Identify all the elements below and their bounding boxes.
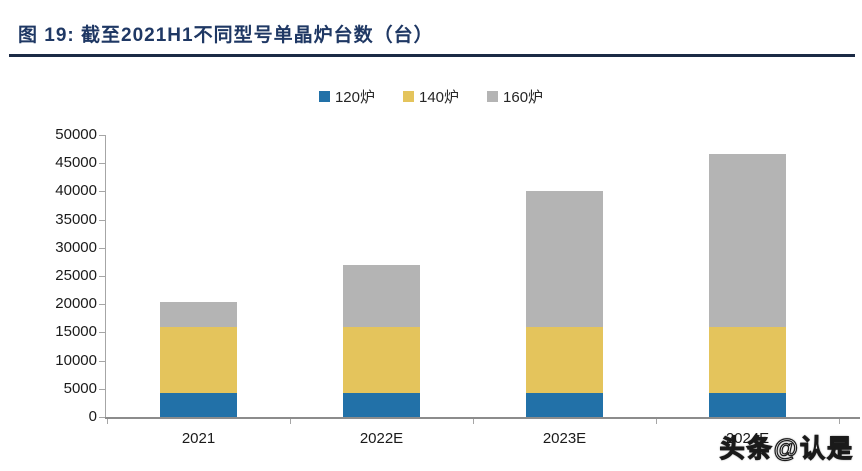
y-axis-tick-mark [99,276,105,277]
y-axis-tick-label: 45000 [55,154,97,172]
y-axis-tick-label: 0 [88,408,97,425]
y-axis-tick-label: 40000 [55,182,97,200]
bar-segment [343,264,420,327]
legend-swatch-icon [487,91,499,102]
x-axis-tick-mark [107,419,108,424]
y-axis-tick-label: 10000 [55,351,97,369]
y-axis-tick-mark [99,191,105,193]
legend-label: 120炉 [334,89,375,106]
y-axis-tick-mark [99,388,105,390]
y-axis-tick-label: 5000 [63,379,97,397]
y-axis-tick-mark [99,135,105,136]
y-axis-tick-mark [99,360,105,362]
y-axis-tick-label: 15000 [55,323,97,341]
y-axis-tick-mark [99,304,105,306]
legend-item: 140炉 [402,86,460,107]
bar-segment [709,393,786,417]
x-axis-line [105,417,860,419]
x-axis-tick-mark [656,419,657,424]
y-axis-line [105,135,106,418]
bar-segment [526,326,603,394]
legend-item: 120炉 [318,86,375,107]
y-axis-tick-mark [99,219,105,221]
bar-segment [709,154,786,327]
x-axis-category-label: 2022E [359,430,404,447]
title-divider [9,54,855,57]
bar-segment [160,301,237,327]
x-axis-tick-mark [839,419,840,424]
x-axis-tick-mark [290,419,291,424]
y-axis-tick-mark [99,417,105,418]
y-axis-tick-label: 25000 [55,267,97,284]
x-axis-category-label: 2024E [725,430,770,447]
y-axis-tick-label: 20000 [55,295,97,313]
bar-segment [526,191,603,327]
y-axis-tick-mark [99,332,105,334]
x-axis-category-label: 2021 [181,430,216,447]
bar-segment [709,326,786,394]
y-axis-tick-label: 30000 [55,238,97,256]
bar-segment [160,393,237,417]
legend-label: 140炉 [418,89,460,106]
chart-legend: 120炉 140炉 160炉 [0,86,862,107]
x-axis-category-label: 2023E [542,430,587,447]
legend-item: 160炉 [487,86,543,107]
bar-segment [343,393,420,417]
bar-segment [160,326,237,394]
y-axis-tick-mark [99,163,105,165]
y-axis-tick-label: 35000 [55,210,97,228]
y-axis-tick-label: 50000 [55,126,97,143]
legend-label: 160炉 [503,89,544,106]
bar-segment [343,326,420,394]
y-axis-tick-mark [99,247,105,249]
bar-segment [526,393,603,417]
legend-swatch-icon [402,91,414,102]
x-axis-tick-mark [473,419,474,424]
watermark: 头条@认是 [719,434,854,463]
legend-swatch-icon [318,91,330,102]
figure-title: 图 19: 截至2021H1不同型号单晶炉台数（台） [18,25,434,46]
